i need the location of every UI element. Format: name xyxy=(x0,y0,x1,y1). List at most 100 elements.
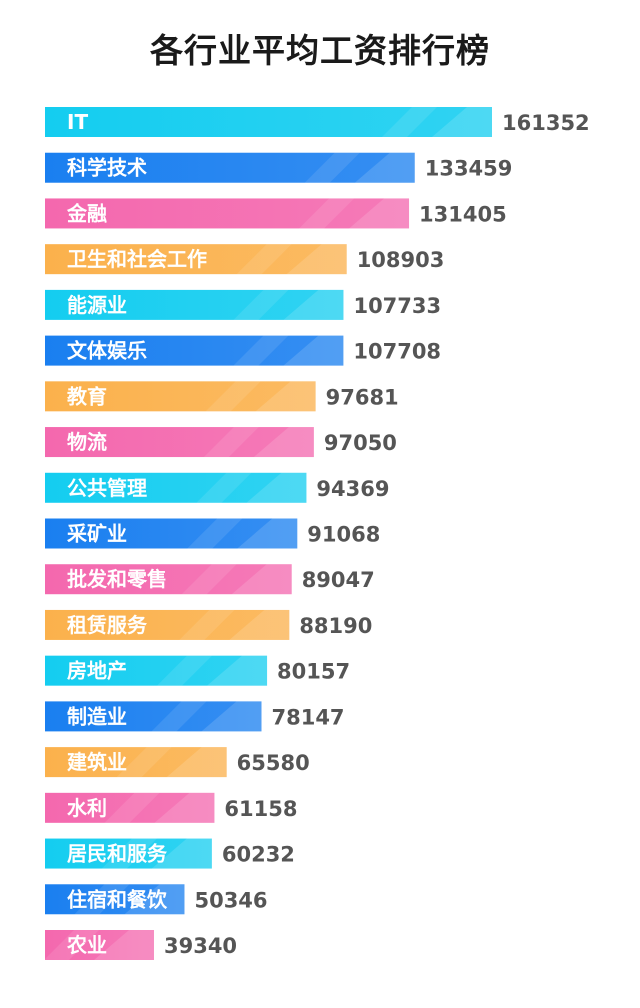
bar-sheen xyxy=(207,655,268,686)
bar-sheen xyxy=(233,335,289,366)
bar-sheen xyxy=(196,472,252,503)
bar-sheen xyxy=(179,609,235,640)
category-label: 公共管理 xyxy=(67,476,147,500)
bar xyxy=(45,655,268,686)
value-label: 107733 xyxy=(353,294,441,318)
bar xyxy=(45,518,298,549)
bar-sheen xyxy=(101,838,157,869)
value-label: 133459 xyxy=(425,157,513,181)
category-label: 金融 xyxy=(66,201,107,225)
bar-sheen xyxy=(255,381,316,412)
bar-group: 批发和零售 89047 xyxy=(45,564,375,595)
chart-title: 各行业平均工资排行榜 xyxy=(150,31,490,70)
bar-sheen xyxy=(74,884,130,915)
value-label: 161352 xyxy=(502,111,590,135)
bar xyxy=(45,838,212,869)
bar-group: 住宿和餐饮 50346 xyxy=(45,884,268,915)
bar xyxy=(45,244,347,275)
bar-sheen xyxy=(246,472,307,503)
bar-sheen xyxy=(432,107,492,137)
category-label: 物流 xyxy=(67,430,107,454)
bar-sheen xyxy=(253,427,314,458)
bar-group: 能源业 107733 xyxy=(45,289,441,320)
category-label: 批发和零售 xyxy=(67,567,167,591)
bar-group: 文体娱乐 107708 xyxy=(45,335,441,366)
bar xyxy=(45,107,492,137)
category-label: 制造业 xyxy=(67,704,127,728)
bar-group: 制造业 78147 xyxy=(45,701,345,732)
category-label: 卫生和社会工作 xyxy=(67,247,207,271)
bar-group: 金融 131405 xyxy=(45,198,507,229)
bar xyxy=(45,609,290,640)
category-label: IT xyxy=(67,110,88,134)
value-label: 78147 xyxy=(271,705,344,729)
value-label: 65580 xyxy=(237,751,310,775)
bar-sheen xyxy=(283,289,344,320)
bar-group: 科学技术 133459 xyxy=(45,152,513,183)
bar-sheen xyxy=(181,564,237,595)
bar xyxy=(45,381,316,412)
bar-group: 教育 97681 xyxy=(45,381,399,412)
bar-sheen xyxy=(104,792,160,823)
bar-group: 卫生和社会工作 108903 xyxy=(45,244,445,275)
bar-group: 租赁服务 88190 xyxy=(45,609,372,640)
bar-group: 物流 97050 xyxy=(45,427,397,458)
value-label: 89047 xyxy=(302,568,375,592)
bar-sheen xyxy=(201,701,262,732)
value-label: 91068 xyxy=(307,523,380,547)
bar-sheen xyxy=(299,198,355,229)
bar-group: 建筑业 65580 xyxy=(45,747,310,778)
bar-group: 农业 39340 xyxy=(43,930,237,960)
bar-sheen xyxy=(93,930,154,960)
value-label: 131405 xyxy=(419,202,507,226)
category-label: 住宿和餐饮 xyxy=(67,887,168,911)
bar-sheen xyxy=(151,838,212,869)
category-label: 房地产 xyxy=(67,659,127,683)
bar-sheen xyxy=(382,107,437,137)
bar xyxy=(45,472,307,503)
value-label: 50346 xyxy=(194,888,267,912)
bar-group: 居民和服务 60232 xyxy=(45,838,295,869)
bar-sheen xyxy=(236,244,292,275)
bar xyxy=(45,701,262,732)
category-label: 能源业 xyxy=(67,293,127,317)
bar xyxy=(45,289,344,320)
bar xyxy=(45,564,292,595)
bar xyxy=(45,427,314,458)
value-label: 60232 xyxy=(222,843,295,867)
bar-sheen xyxy=(229,609,290,640)
bar-group: 房地产 80157 xyxy=(45,655,350,686)
category-label: 水利 xyxy=(67,796,107,820)
bar xyxy=(45,152,415,183)
value-label: 94369 xyxy=(316,477,389,501)
bar xyxy=(45,930,154,960)
value-label: 108903 xyxy=(357,248,445,272)
category-label: 居民和服务 xyxy=(67,842,168,866)
value-label: 80157 xyxy=(277,660,350,684)
category-label: 文体娱乐 xyxy=(67,339,147,363)
bar-sheen xyxy=(124,884,185,915)
bar-sheen xyxy=(116,747,172,778)
bar-sheen xyxy=(157,655,213,686)
bar-sheen xyxy=(43,930,99,960)
bar-sheen xyxy=(237,518,298,549)
value-label: 97050 xyxy=(324,431,397,455)
bar-sheen xyxy=(154,792,215,823)
bar xyxy=(45,792,215,823)
bar xyxy=(45,198,410,229)
value-label: 61158 xyxy=(224,797,297,821)
bar-sheen xyxy=(304,152,360,183)
bar-sheen xyxy=(151,701,207,732)
bar xyxy=(45,335,344,366)
bar-group: IT 161352 xyxy=(45,107,590,137)
bar-group: 公共管理 94369 xyxy=(45,472,389,503)
category-label: 教育 xyxy=(67,384,107,408)
bar-sheen xyxy=(354,152,415,183)
value-label: 88190 xyxy=(299,614,372,638)
bar xyxy=(45,884,185,915)
value-label: 97681 xyxy=(326,385,399,409)
bar-sheen xyxy=(203,427,259,458)
bar-sheen xyxy=(166,747,227,778)
